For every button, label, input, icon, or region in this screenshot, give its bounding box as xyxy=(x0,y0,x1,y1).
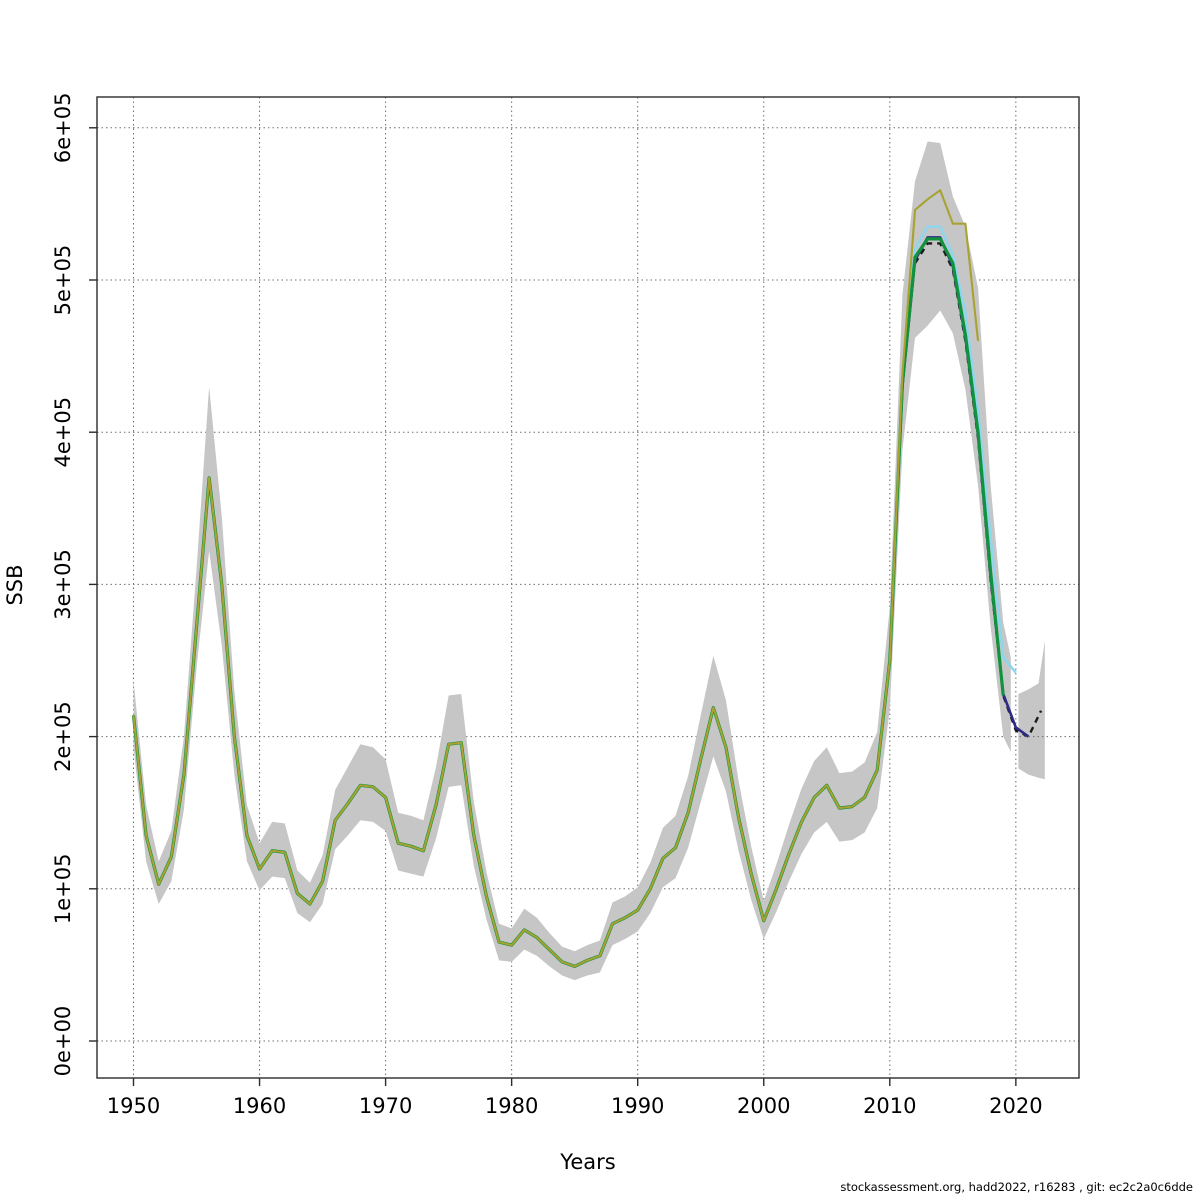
x-tick-label: 2020 xyxy=(989,1094,1042,1118)
y-axis-title: SSB xyxy=(3,564,27,606)
forecast-band xyxy=(1018,640,1045,780)
plot-border xyxy=(96,96,1080,1079)
y-tick-label: 4e+05 xyxy=(51,397,75,468)
x-tick-label: 2000 xyxy=(737,1094,790,1118)
x-tick-label: 1950 xyxy=(107,1094,160,1118)
x-tick-label: 1960 xyxy=(233,1094,286,1118)
footer-credit: stockassessment.org, hadd2022, r16283 , … xyxy=(840,1180,1193,1194)
y-tick-label: 2e+05 xyxy=(51,701,75,772)
y-tick-label: 3e+05 xyxy=(51,549,75,620)
y-tick-label: 6e+05 xyxy=(51,92,75,163)
run-olive-line xyxy=(132,189,980,968)
y-tick-label: 5e+05 xyxy=(51,245,75,316)
x-tick-label: 2010 xyxy=(863,1094,916,1118)
x-axis-title: Years xyxy=(560,1150,616,1174)
x-tick-label: 1980 xyxy=(485,1094,538,1118)
x-tick-label: 1990 xyxy=(611,1094,664,1118)
confidence-band xyxy=(133,141,1011,981)
y-tick-label: 1e+05 xyxy=(51,853,75,924)
y-tick-label: 0e+00 xyxy=(51,1006,75,1077)
x-tick-label: 1970 xyxy=(359,1094,412,1118)
